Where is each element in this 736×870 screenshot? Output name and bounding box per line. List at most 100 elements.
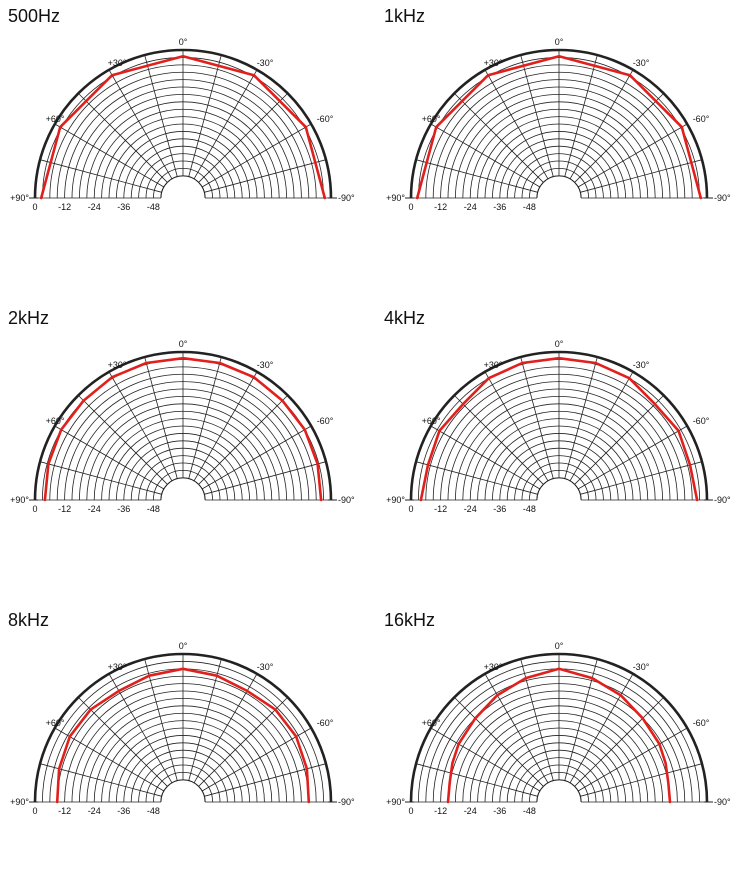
- polar-panel-1khz: 1kHz 0° +30° -30° +60° -60° +90° -90° 0 -12 -24 -3…: [384, 6, 736, 266]
- polar-panel-4khz: 4kHz 0° +30° -30° +60° -60° +90° -90° 0 -12 -24 -3…: [384, 308, 736, 568]
- polar-plot: 0° +30° -30° +60° -60° +90° -90° 0 -12 -24 -36 -48: [386, 37, 731, 212]
- grid-spoke: [484, 371, 549, 482]
- grid-spoke: [520, 54, 554, 177]
- angle-label-minus90: -90°: [714, 193, 731, 203]
- inner-ring: [536, 779, 582, 803]
- angle-label-minus60: -60°: [693, 114, 710, 124]
- level-label: -12: [58, 504, 71, 514]
- angle-label-minus30: -30°: [633, 58, 650, 68]
- angle-label-minus90: -90°: [338, 193, 355, 203]
- grid-spoke: [108, 69, 173, 180]
- polar-panel-500hz: 500Hz 0° +30° -30° +60° -60° +90° -90° 0 -12 -24 -…: [8, 6, 368, 266]
- grid-spoke: [484, 673, 549, 784]
- grid-spoke: [54, 727, 165, 792]
- grid-spoke: [454, 697, 544, 787]
- level-label: -48: [523, 202, 536, 212]
- grid-spoke: [574, 395, 664, 485]
- angle-label-plus90: +90°: [386, 495, 405, 505]
- grid-spoke: [574, 697, 664, 787]
- level-label: -48: [147, 504, 160, 514]
- level-label: -48: [523, 504, 536, 514]
- angle-label-minus60: -60°: [693, 416, 710, 426]
- grid-spoke: [454, 93, 544, 183]
- level-label: -36: [117, 806, 130, 816]
- grid-spoke: [569, 673, 634, 784]
- polar-plot: 0° +30° -30° +60° -60° +90° -90° 0 -12 -24 -36 -48: [10, 37, 355, 212]
- angle-label-0: 0°: [179, 37, 188, 47]
- polar-plot: 0° +30° -30° +60° -60° +90° -90° 0 -12 -24 -36 -48: [386, 339, 731, 514]
- level-label: -36: [117, 202, 130, 212]
- inner-ring: [160, 175, 206, 199]
- grid-spoke: [144, 356, 178, 479]
- angle-label-plus60: +60°: [422, 416, 441, 426]
- level-label: -12: [434, 806, 447, 816]
- angle-label-minus90: -90°: [338, 797, 355, 807]
- level-label: -12: [434, 202, 447, 212]
- level-label: -24: [464, 806, 477, 816]
- angle-label-minus60: -60°: [317, 718, 334, 728]
- level-label: 0: [32, 202, 37, 212]
- response-curve: [43, 356, 323, 502]
- grid-spoke: [198, 395, 288, 485]
- angle-label-plus60: +60°: [422, 718, 441, 728]
- level-label: -36: [493, 806, 506, 816]
- angle-label-minus90: -90°: [338, 495, 355, 505]
- level-label: 0: [32, 504, 37, 514]
- angle-label-minus30: -30°: [257, 360, 274, 370]
- grid-spoke: [430, 727, 541, 792]
- grid-spoke: [144, 658, 178, 781]
- grid-spoke: [201, 123, 312, 188]
- grid-spoke: [201, 425, 312, 490]
- angle-label-plus30: +30°: [108, 360, 127, 370]
- polar-panel-2khz: 2kHz 0° +30° -30° +60° -60° +90° -90° 0 -12 -24 -3…: [8, 308, 368, 568]
- angle-label-plus60: +60°: [46, 114, 65, 124]
- polar-plot: 0° +30° -30° +60° -60° +90° -90° 0 -12 -24 -36 -48: [10, 641, 355, 816]
- level-label: 0: [408, 202, 413, 212]
- level-label: 0: [408, 504, 413, 514]
- grid-spoke: [454, 395, 544, 485]
- angle-label-plus30: +30°: [108, 58, 127, 68]
- angle-label-minus30: -30°: [633, 360, 650, 370]
- polar-panel-8khz: 8kHz 0° +30° -30° +60° -60° +90° -90° 0 -12 -24 -3…: [8, 610, 368, 870]
- level-label: -24: [88, 504, 101, 514]
- grid-spoke: [580, 159, 703, 193]
- grid-spoke: [415, 461, 538, 495]
- grid-spoke: [188, 658, 222, 781]
- grid-spoke: [188, 54, 222, 177]
- response-curve: [39, 54, 327, 200]
- grid-spoke: [415, 159, 538, 193]
- grid-spoke: [204, 461, 327, 495]
- grid-spoke: [580, 461, 703, 495]
- grid-spoke: [54, 123, 165, 188]
- angle-label-minus30: -30°: [633, 662, 650, 672]
- angle-label-0: 0°: [555, 339, 564, 349]
- grid-spoke: [198, 93, 288, 183]
- level-label: -24: [464, 202, 477, 212]
- angle-label-plus90: +90°: [10, 797, 29, 807]
- grid-spoke: [144, 54, 178, 177]
- angle-label-minus60: -60°: [693, 718, 710, 728]
- grid-spoke: [193, 371, 258, 482]
- level-label: -36: [493, 504, 506, 514]
- level-label: -12: [434, 504, 447, 514]
- grid-spoke: [577, 123, 688, 188]
- inner-ring: [536, 477, 582, 501]
- inner-ring: [160, 779, 206, 803]
- grid-spoke: [430, 123, 541, 188]
- level-label: 0: [32, 806, 37, 816]
- grid-spoke: [484, 69, 549, 180]
- grid-spoke: [198, 697, 288, 787]
- inner-ring: [160, 477, 206, 501]
- grid-spoke: [569, 371, 634, 482]
- angle-label-minus30: -30°: [257, 58, 274, 68]
- angle-label-minus30: -30°: [257, 662, 274, 672]
- level-label: -48: [147, 202, 160, 212]
- angle-label-0: 0°: [555, 641, 564, 651]
- grid-spoke: [78, 697, 168, 787]
- response-curve: [446, 667, 672, 804]
- frequency-title: 1kHz: [384, 6, 426, 26]
- angle-label-plus60: +60°: [46, 718, 65, 728]
- level-label: -24: [88, 202, 101, 212]
- angle-label-plus30: +30°: [108, 662, 127, 672]
- grid-spoke: [574, 93, 664, 183]
